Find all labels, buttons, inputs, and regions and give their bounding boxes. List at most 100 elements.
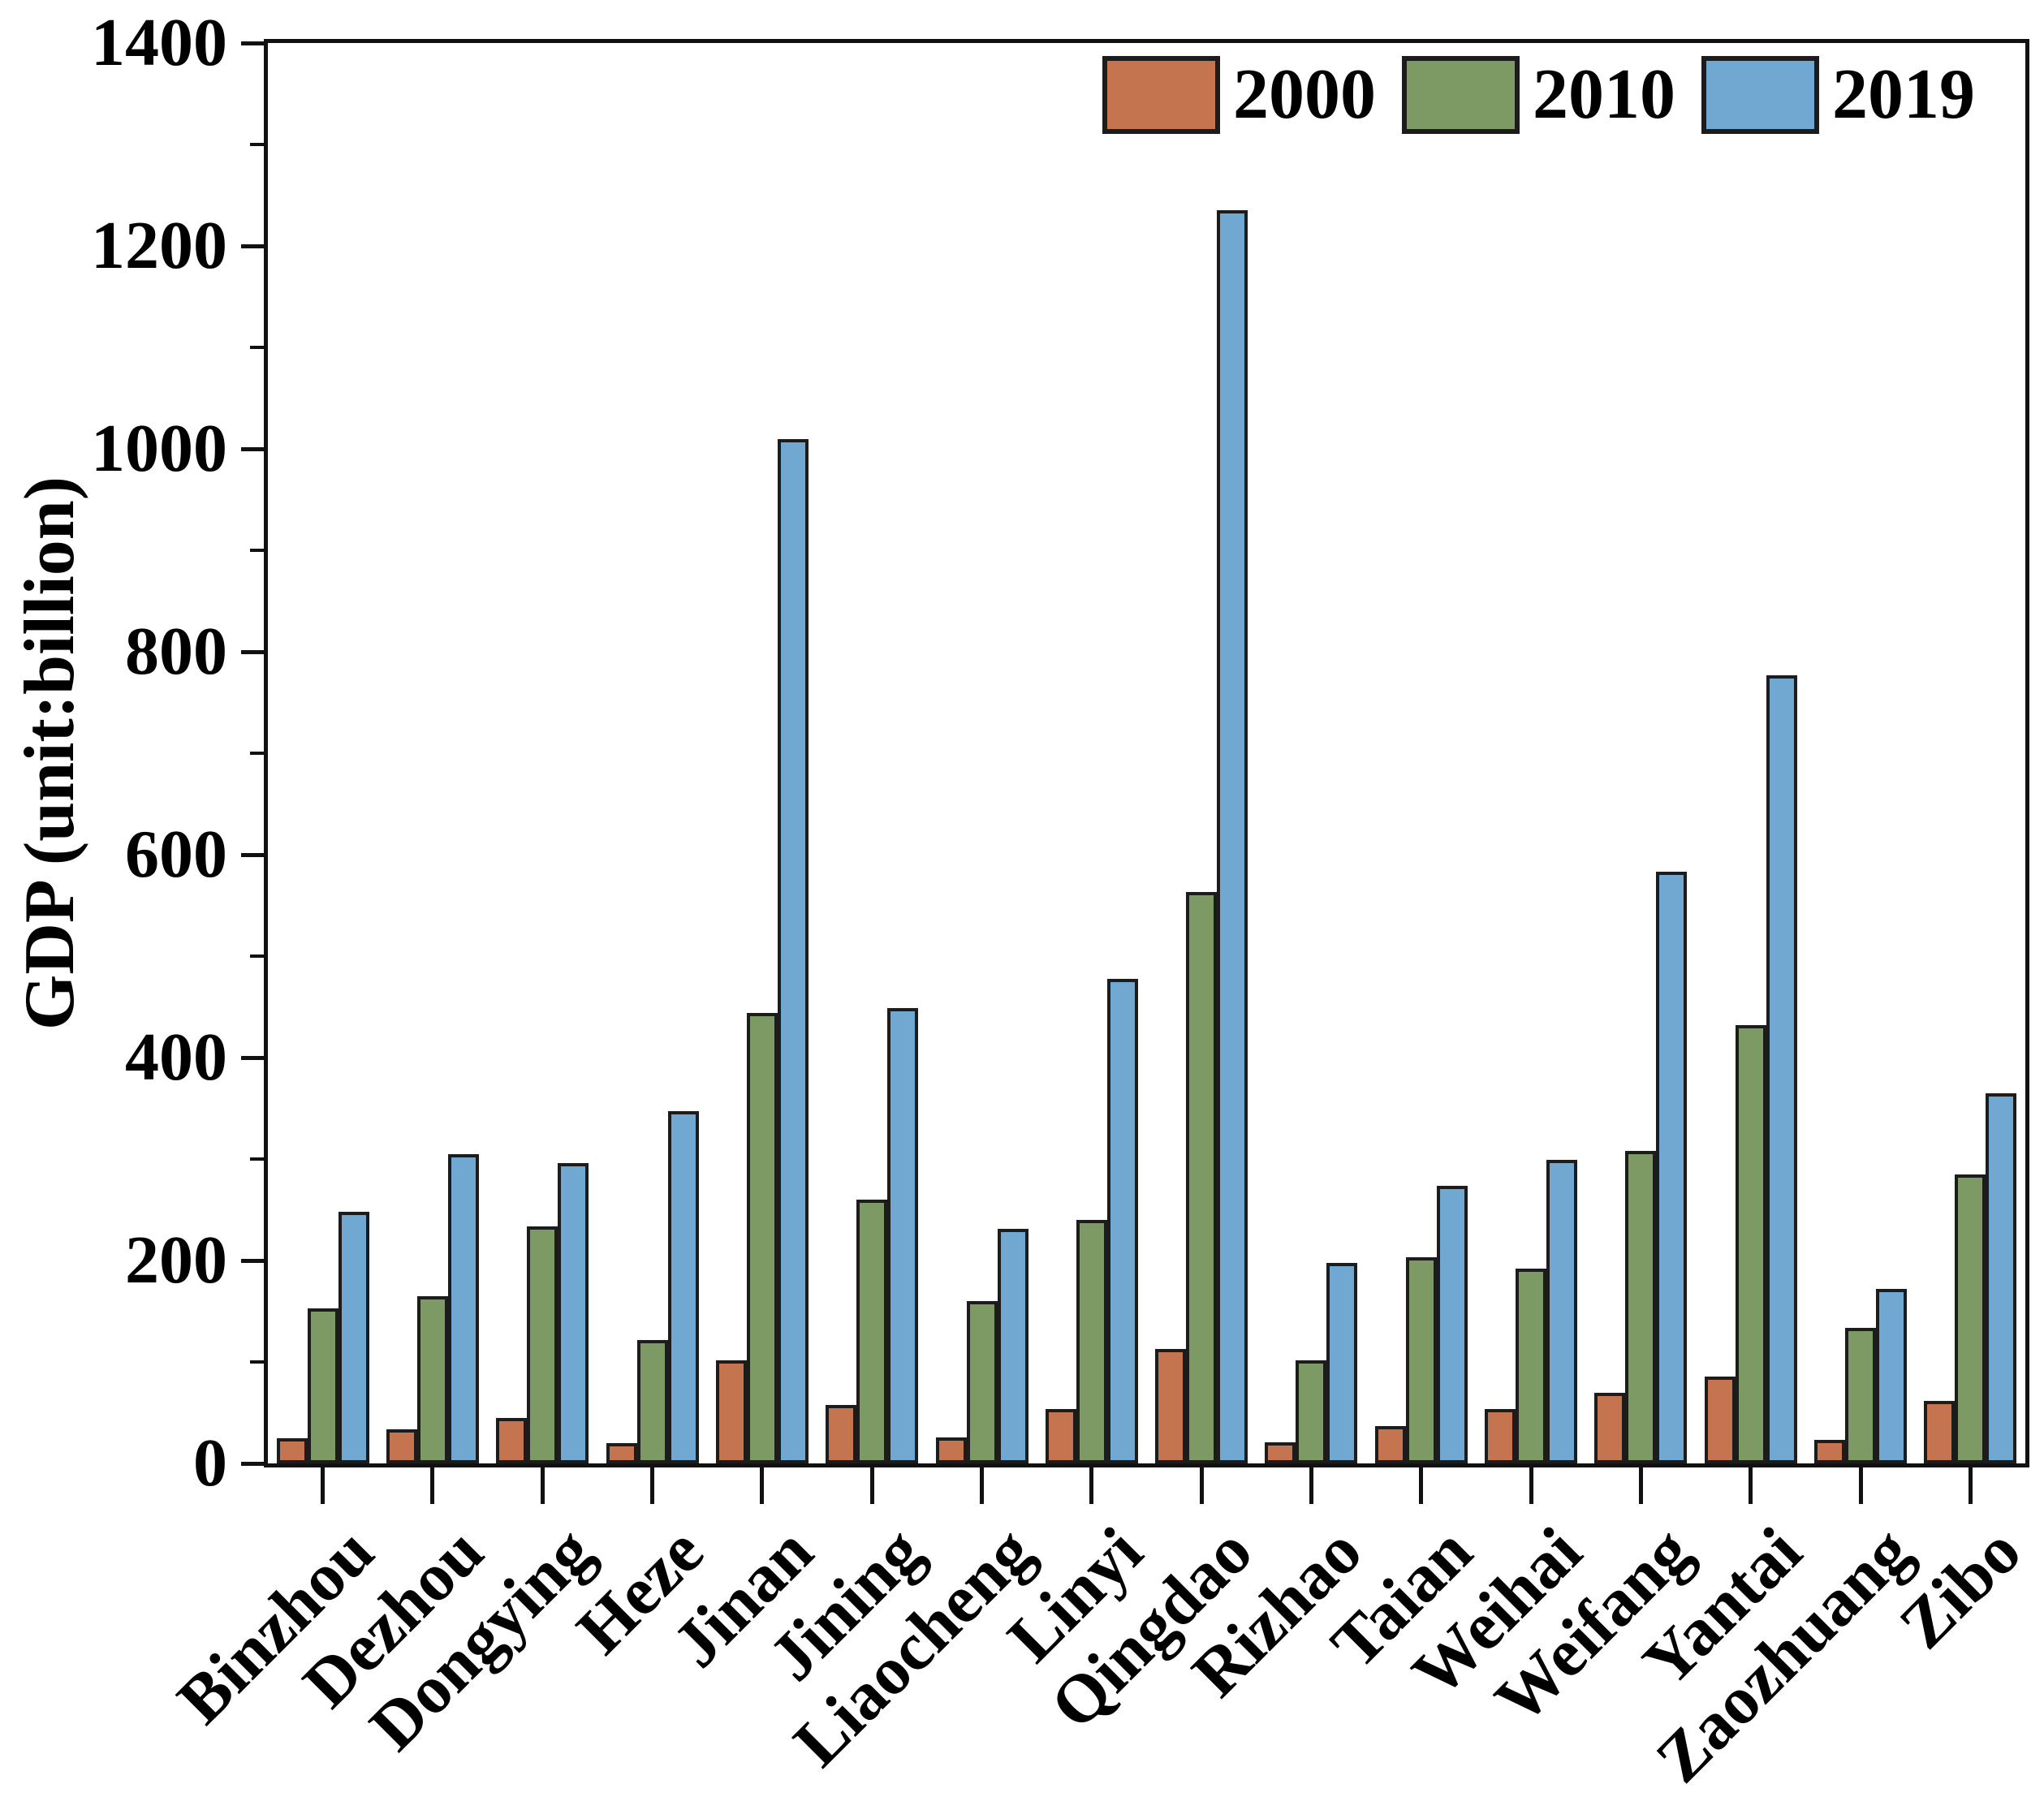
y-major-tick-1000 <box>241 446 264 451</box>
x-tick-jinan <box>760 1467 765 1504</box>
x-tick-linyi <box>1089 1467 1094 1504</box>
bar-heze-2000 <box>606 1443 637 1463</box>
bar-linyi-2010 <box>1076 1220 1107 1463</box>
bar-weihai-2000 <box>1485 1408 1516 1463</box>
bar-rizhao-2010 <box>1296 1360 1327 1463</box>
x-tick-binzhou <box>321 1467 326 1504</box>
y-minor-tick-1300 <box>250 143 264 146</box>
x-tick-weifang <box>1638 1467 1643 1504</box>
x-tick-qingdao <box>1199 1467 1204 1504</box>
bar-jining-2000 <box>826 1404 857 1463</box>
bar-qingdao-2010 <box>1186 892 1218 1463</box>
bar-yantai-2019 <box>1766 674 1797 1463</box>
y-tick-label-600: 600 <box>125 817 227 892</box>
bar-rizhao-2019 <box>1326 1262 1358 1463</box>
y-major-tick-200 <box>241 1258 264 1263</box>
y-tick-label-1000: 1000 <box>91 411 227 486</box>
y-major-tick-600 <box>241 852 264 857</box>
y-axis-title: GDP (unit:billion) <box>11 476 89 1031</box>
x-tick-heze <box>650 1467 655 1504</box>
legend-label-2010: 2010 <box>1533 55 1675 134</box>
chart-container: GDP (unit:billion) 2000 2010 2019 0 200 400 6… <box>11 5 2036 1797</box>
x-tick-dezhou <box>430 1467 435 1504</box>
x-tick-dongying <box>540 1467 545 1504</box>
bar-binzhou-2019 <box>338 1212 369 1463</box>
bar-dezhou-2000 <box>386 1429 417 1463</box>
y-tick-label-1400: 1400 <box>91 5 227 80</box>
x-tick-taian <box>1419 1467 1424 1504</box>
bar-dezhou-2019 <box>447 1153 479 1463</box>
y-tick-label-200: 200 <box>125 1222 227 1298</box>
y-minor-tick-900 <box>250 549 264 552</box>
bar-jinan-2000 <box>715 1360 747 1463</box>
legend-swatch-2019 <box>1701 56 1819 134</box>
bar-weifang-2019 <box>1656 872 1688 1463</box>
bar-zibo-2010 <box>1955 1174 1986 1463</box>
x-tick-rizhao <box>1309 1467 1313 1504</box>
bar-zibo-2019 <box>1986 1092 2017 1463</box>
bar-linyi-2000 <box>1045 1408 1076 1463</box>
x-tick-yantai <box>1749 1467 1753 1504</box>
legend-swatch-2000 <box>1102 56 1220 134</box>
bar-qingdao-2000 <box>1155 1348 1187 1463</box>
bar-qingdao-2019 <box>1217 210 1248 1463</box>
y-minor-tick-1100 <box>250 346 264 349</box>
bar-dongying-2000 <box>496 1417 528 1463</box>
bar-yantai-2000 <box>1704 1376 1736 1463</box>
y-major-tick-1400 <box>241 41 264 45</box>
plot-area: 2000 2010 2019 <box>264 39 2029 1467</box>
bar-liaocheng-2000 <box>935 1437 967 1463</box>
legend-item-2010: 2010 <box>1402 56 1675 134</box>
bar-dongying-2010 <box>527 1226 558 1463</box>
bar-jining-2010 <box>856 1200 888 1463</box>
bar-jining-2019 <box>887 1007 919 1463</box>
legend-label-2000: 2000 <box>1233 55 1376 134</box>
x-tick-liaocheng <box>980 1467 985 1504</box>
bar-zaozhuang-2000 <box>1814 1440 1846 1463</box>
bar-weihai-2019 <box>1546 1160 1578 1463</box>
plot-inner <box>268 43 2025 1463</box>
x-tick-jining <box>869 1467 874 1504</box>
bar-weifang-2000 <box>1594 1392 1626 1463</box>
bar-heze-2019 <box>667 1111 699 1463</box>
y-tick-label-0: 0 <box>193 1425 227 1501</box>
bar-heze-2010 <box>636 1339 668 1463</box>
bar-zibo-2000 <box>1924 1400 1956 1463</box>
y-minor-tick-700 <box>250 752 264 755</box>
bar-liaocheng-2019 <box>997 1229 1028 1463</box>
bar-dongying-2019 <box>558 1163 589 1463</box>
y-tick-label-1200: 1200 <box>91 208 227 283</box>
legend-swatch-2010 <box>1402 56 1520 134</box>
bar-taian-2019 <box>1436 1185 1468 1463</box>
y-major-tick-0 <box>241 1461 264 1466</box>
bar-rizhao-2000 <box>1265 1441 1296 1463</box>
y-tick-label-800: 800 <box>125 614 227 689</box>
x-tick-zaozhuang <box>1858 1467 1863 1504</box>
legend-label-2019: 2019 <box>1832 55 1975 134</box>
y-minor-tick-100 <box>250 1360 264 1364</box>
y-minor-tick-300 <box>250 1157 264 1161</box>
bar-weihai-2010 <box>1516 1269 1547 1463</box>
bar-zaozhuang-2010 <box>1845 1327 1877 1463</box>
x-tick-zibo <box>1968 1467 1973 1504</box>
bar-taian-2010 <box>1405 1257 1437 1463</box>
legend-item-2019: 2019 <box>1701 56 1975 134</box>
y-major-tick-1200 <box>241 243 264 248</box>
y-major-tick-800 <box>241 649 264 654</box>
bar-weifang-2010 <box>1625 1151 1657 1463</box>
x-tick-weihai <box>1529 1467 1533 1504</box>
legend-item-2000: 2000 <box>1102 56 1376 134</box>
bar-liaocheng-2010 <box>966 1301 998 1463</box>
bar-zaozhuang-2019 <box>1876 1289 1908 1463</box>
y-tick-label-400: 400 <box>125 1019 227 1095</box>
bar-taian-2000 <box>1374 1425 1406 1463</box>
bar-jinan-2019 <box>777 438 809 1463</box>
x-tick-label-zibo: Zibo <box>1885 1513 2036 1664</box>
legend: 2000 2010 2019 <box>1102 56 1975 134</box>
y-major-tick-400 <box>241 1055 264 1060</box>
bar-jinan-2010 <box>746 1013 778 1463</box>
y-minor-tick-500 <box>250 955 264 958</box>
bar-dezhou-2010 <box>416 1295 448 1463</box>
bar-binzhou-2000 <box>276 1437 308 1463</box>
bar-yantai-2010 <box>1735 1025 1766 1463</box>
